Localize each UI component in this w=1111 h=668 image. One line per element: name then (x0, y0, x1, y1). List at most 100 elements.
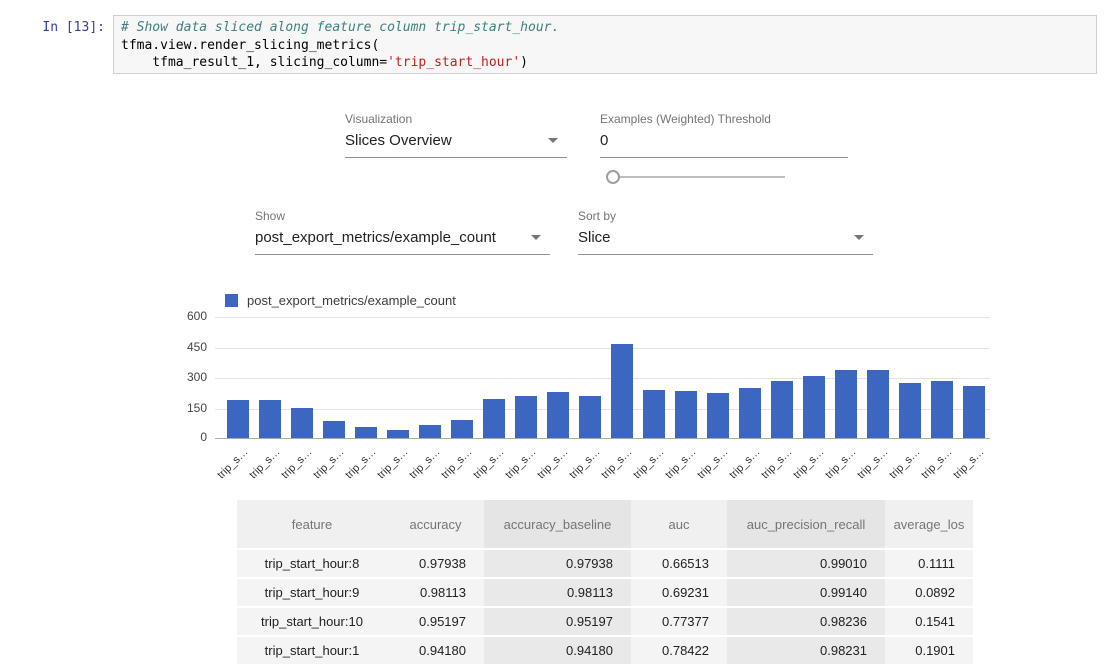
gridline (215, 317, 990, 318)
legend-label: post_export_metrics/example_count (247, 293, 456, 308)
table-header-row: featureaccuracyaccuracy_baselineaucauc_p… (237, 500, 973, 550)
bar[interactable] (739, 388, 761, 438)
bar-chart: 0150300450600trip_s…trip_s…trip_s…trip_s… (215, 317, 990, 439)
metric-cell: 0.98113 (484, 579, 631, 608)
metric-cell: 0.97938 (387, 550, 484, 579)
bar[interactable] (547, 392, 569, 438)
column-header[interactable]: auc_precision_recall (727, 500, 885, 550)
code-token-comment: # Show data sliced along feature column … (121, 20, 559, 35)
bar[interactable] (611, 344, 633, 438)
threshold-value: 0 (600, 132, 608, 149)
chart-legend: post_export_metrics/example_count (225, 293, 456, 308)
code-content: # Show data sliced along feature column … (121, 19, 1089, 72)
metric-cell: 0.69231 (631, 579, 727, 608)
chevron-down-icon[interactable] (548, 138, 558, 143)
metric-cell: 0.99010 (727, 550, 885, 579)
metric-cell: 0.1111 (885, 550, 973, 579)
metric-cell: 0.98231 (727, 637, 885, 666)
chevron-down-icon[interactable] (531, 235, 541, 240)
y-axis-tick: 300 (165, 370, 207, 384)
sortby-dropdown[interactable]: Sort by Slice (578, 209, 873, 255)
gridline (215, 438, 990, 439)
bar[interactable] (771, 381, 793, 438)
code-token-string: 'trip_start_hour' (387, 55, 520, 70)
table-row: trip_start_hour:100.951970.951970.773770… (237, 608, 973, 637)
sortby-label: Sort by (578, 209, 873, 226)
metric-cell: 0.1901 (885, 637, 973, 666)
show-value: post_export_metrics/example_count (255, 229, 496, 246)
visualization-value: Slices Overview (345, 132, 452, 149)
bar[interactable] (515, 396, 537, 438)
code-cell[interactable]: # Show data sliced along feature column … (113, 15, 1097, 74)
y-axis-tick: 0 (165, 430, 207, 444)
bar[interactable] (867, 370, 889, 438)
code-token-plain: ) (520, 55, 528, 70)
bar[interactable] (483, 399, 505, 438)
metrics-table: featureaccuracyaccuracy_baselineaucauc_p… (237, 500, 973, 666)
metric-cell: 0.99140 (727, 579, 885, 608)
bar[interactable] (931, 381, 953, 438)
bar[interactable] (259, 400, 281, 438)
metric-cell: 0.1541 (885, 608, 973, 637)
metric-cell: 0.97938 (484, 550, 631, 579)
gridline (215, 348, 990, 349)
bar[interactable] (707, 393, 729, 438)
code-token-plain: tfma.view.render_slicing_metrics( (121, 38, 379, 53)
threshold-slider[interactable] (608, 176, 785, 178)
metric-cell: 0.95197 (484, 608, 631, 637)
bar[interactable] (355, 427, 377, 438)
column-header[interactable]: average_los (885, 500, 973, 550)
visualization-label: Visualization (345, 112, 567, 129)
bar[interactable] (227, 400, 249, 438)
metric-cell: 0.94180 (387, 637, 484, 666)
sortby-value-row[interactable]: Slice (578, 226, 873, 255)
bar[interactable] (419, 425, 441, 438)
feature-cell: trip_start_hour:10 (237, 608, 387, 637)
bar[interactable] (323, 421, 345, 438)
threshold-field[interactable]: Examples (Weighted) Threshold 0 (600, 112, 848, 158)
bar[interactable] (387, 430, 409, 438)
table-row: trip_start_hour:10.941800.941800.784220.… (237, 637, 973, 666)
cell-prompt: In [13]: (2, 20, 105, 35)
metric-cell: 0.95197 (387, 608, 484, 637)
metric-cell: 0.0892 (885, 579, 973, 608)
metric-cell: 0.98113 (387, 579, 484, 608)
y-axis-tick: 150 (165, 401, 207, 415)
bar[interactable] (835, 370, 857, 438)
column-header[interactable]: auc (631, 500, 727, 550)
threshold-input[interactable]: 0 (600, 129, 848, 158)
threshold-label: Examples (Weighted) Threshold (600, 112, 848, 129)
feature-cell: trip_start_hour:1 (237, 637, 387, 666)
bar[interactable] (579, 396, 601, 438)
column-header[interactable]: accuracy (387, 500, 484, 550)
table-row: trip_start_hour:90.981130.981130.692310.… (237, 579, 973, 608)
feature-cell: trip_start_hour:9 (237, 579, 387, 608)
column-header[interactable]: accuracy_baseline (484, 500, 631, 550)
metric-cell: 0.78422 (631, 637, 727, 666)
bar[interactable] (803, 376, 825, 438)
visualization-dropdown[interactable]: Visualization Slices Overview (345, 112, 567, 158)
bar[interactable] (291, 408, 313, 438)
column-header[interactable]: feature (237, 500, 387, 550)
sortby-value: Slice (578, 229, 611, 246)
chevron-down-icon[interactable] (854, 235, 864, 240)
bar[interactable] (899, 383, 921, 438)
feature-cell: trip_start_hour:8 (237, 550, 387, 579)
show-value-row[interactable]: post_export_metrics/example_count (255, 226, 550, 255)
show-label: Show (255, 209, 550, 226)
bar[interactable] (963, 386, 985, 438)
metric-cell: 0.66513 (631, 550, 727, 579)
slider-knob[interactable] (606, 170, 620, 184)
metric-cell: 0.98236 (727, 608, 885, 637)
bar[interactable] (451, 420, 473, 438)
metric-cell: 0.94180 (484, 637, 631, 666)
bar[interactable] (643, 390, 665, 438)
y-axis-tick: 600 (165, 309, 207, 323)
y-axis-tick: 450 (165, 340, 207, 354)
table-row: trip_start_hour:80.979380.979380.665130.… (237, 550, 973, 579)
code-token-plain: tfma_result_1, slicing_column= (121, 55, 387, 70)
show-dropdown[interactable]: Show post_export_metrics/example_count (255, 209, 550, 255)
bar[interactable] (675, 391, 697, 438)
visualization-value-row[interactable]: Slices Overview (345, 129, 567, 158)
metric-cell: 0.77377 (631, 608, 727, 637)
